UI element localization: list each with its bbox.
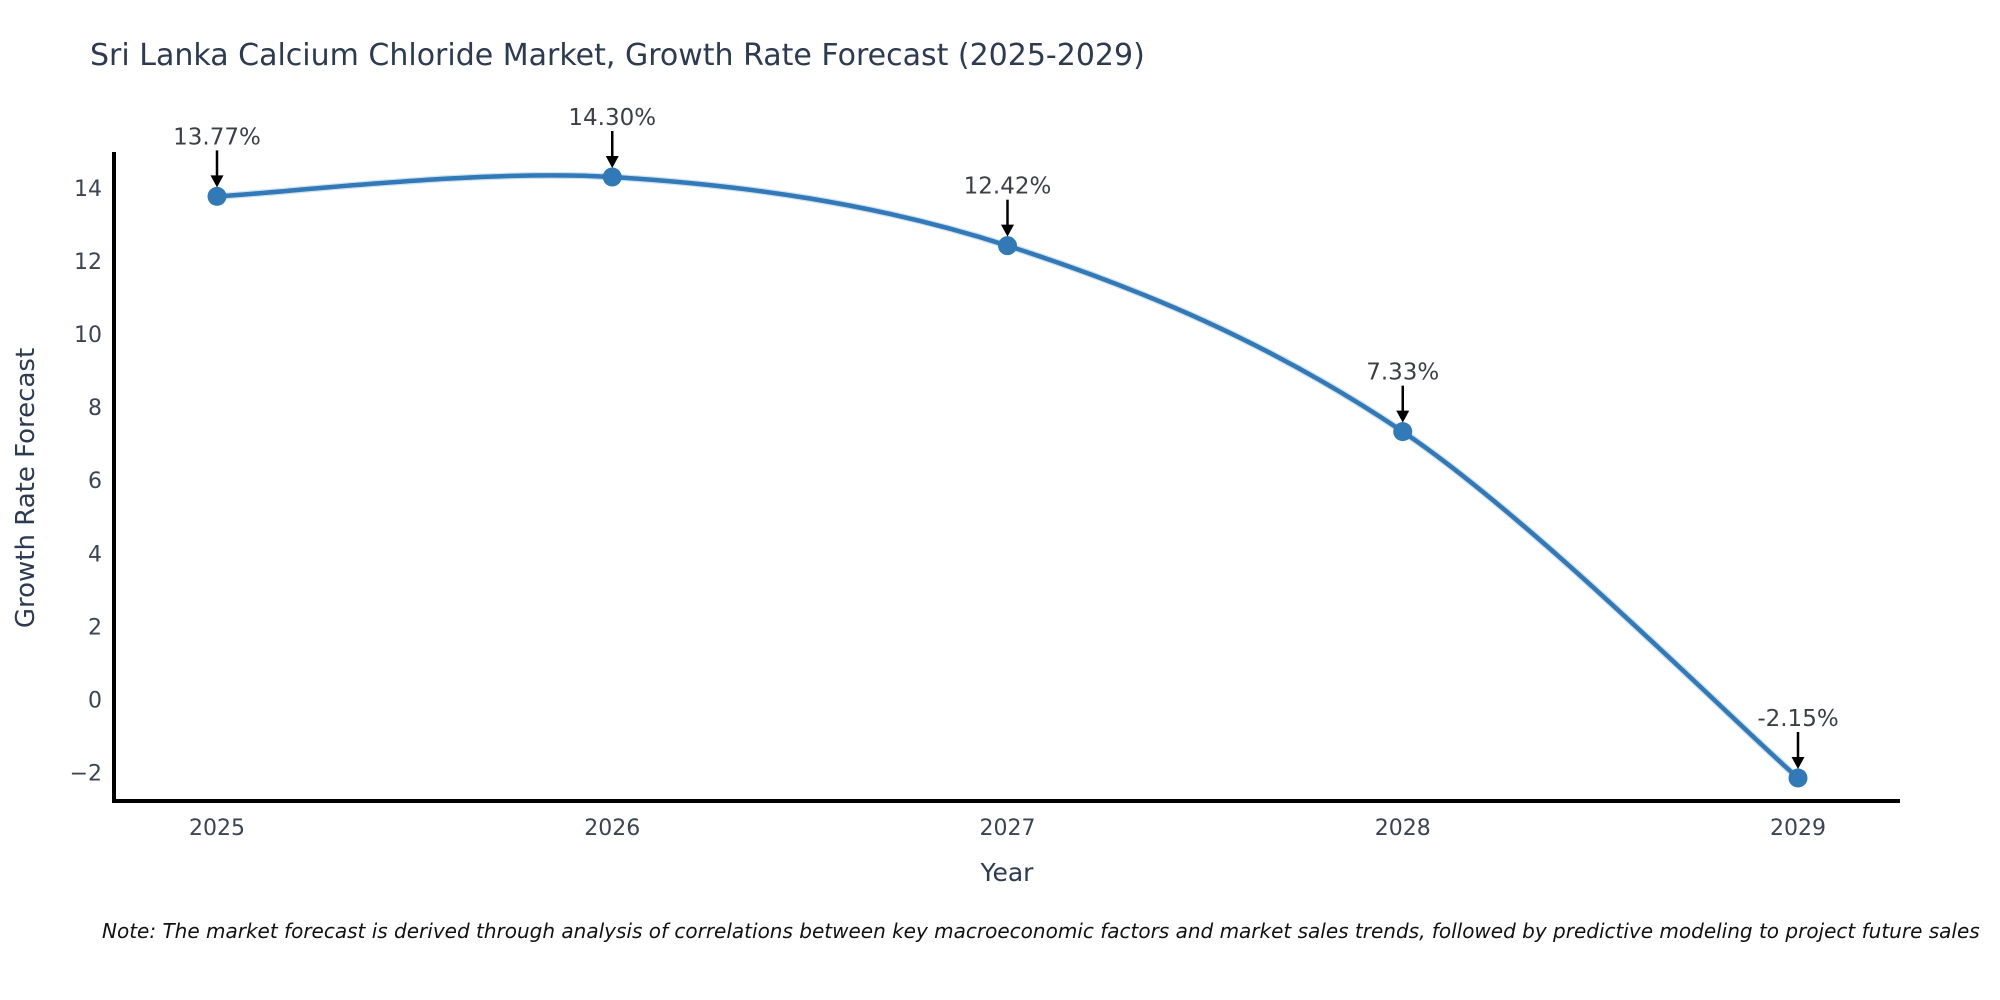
x-tick-label: 2026 [584,816,640,841]
trend-line-halo [213,171,1802,782]
annotation-label: 14.30% [568,105,656,131]
y-tick-label: 12 [74,250,102,275]
annotation-arrowhead [1001,224,1014,237]
data-point-marker [207,186,227,206]
annotation-label: 7.33% [1366,360,1439,386]
data-point-marker [1393,422,1413,442]
y-tick-label: −2 [70,762,102,787]
annotation-arrowhead [1791,756,1805,769]
y-tick-label: 10 [74,323,102,348]
y-tick-label: 4 [88,542,102,567]
annotation-label: -2.15% [1757,706,1838,732]
x-tick-label: 2027 [980,816,1036,841]
footnote: Note: The market forecast is derived thr… [102,919,1980,943]
x-tick-label: 2029 [1770,816,1826,841]
data-point-marker [998,236,1017,256]
annotation-arrowhead [1396,410,1410,423]
trend-line [214,173,1801,781]
chart-title: Sri Lanka Calcium Chloride Market, Growt… [90,38,1145,73]
y-tick-label: 2 [88,615,102,640]
y-tick-label: 14 [74,177,102,202]
x-tick-label: 2025 [189,816,245,841]
annotation-arrowhead [210,175,224,188]
annotation-arrowhead [605,155,619,168]
y-tick-label: 6 [88,469,102,494]
x-axis-label: Year [980,858,1034,887]
y-tick-label: 0 [88,688,102,713]
x-tick-label: 2028 [1375,816,1431,841]
annotation-label: 13.77% [173,124,261,150]
data-point-marker [1788,768,1808,788]
annotation-label: 12.42% [964,174,1052,200]
y-tick-label: 8 [88,396,102,421]
data-point-marker [602,167,622,187]
